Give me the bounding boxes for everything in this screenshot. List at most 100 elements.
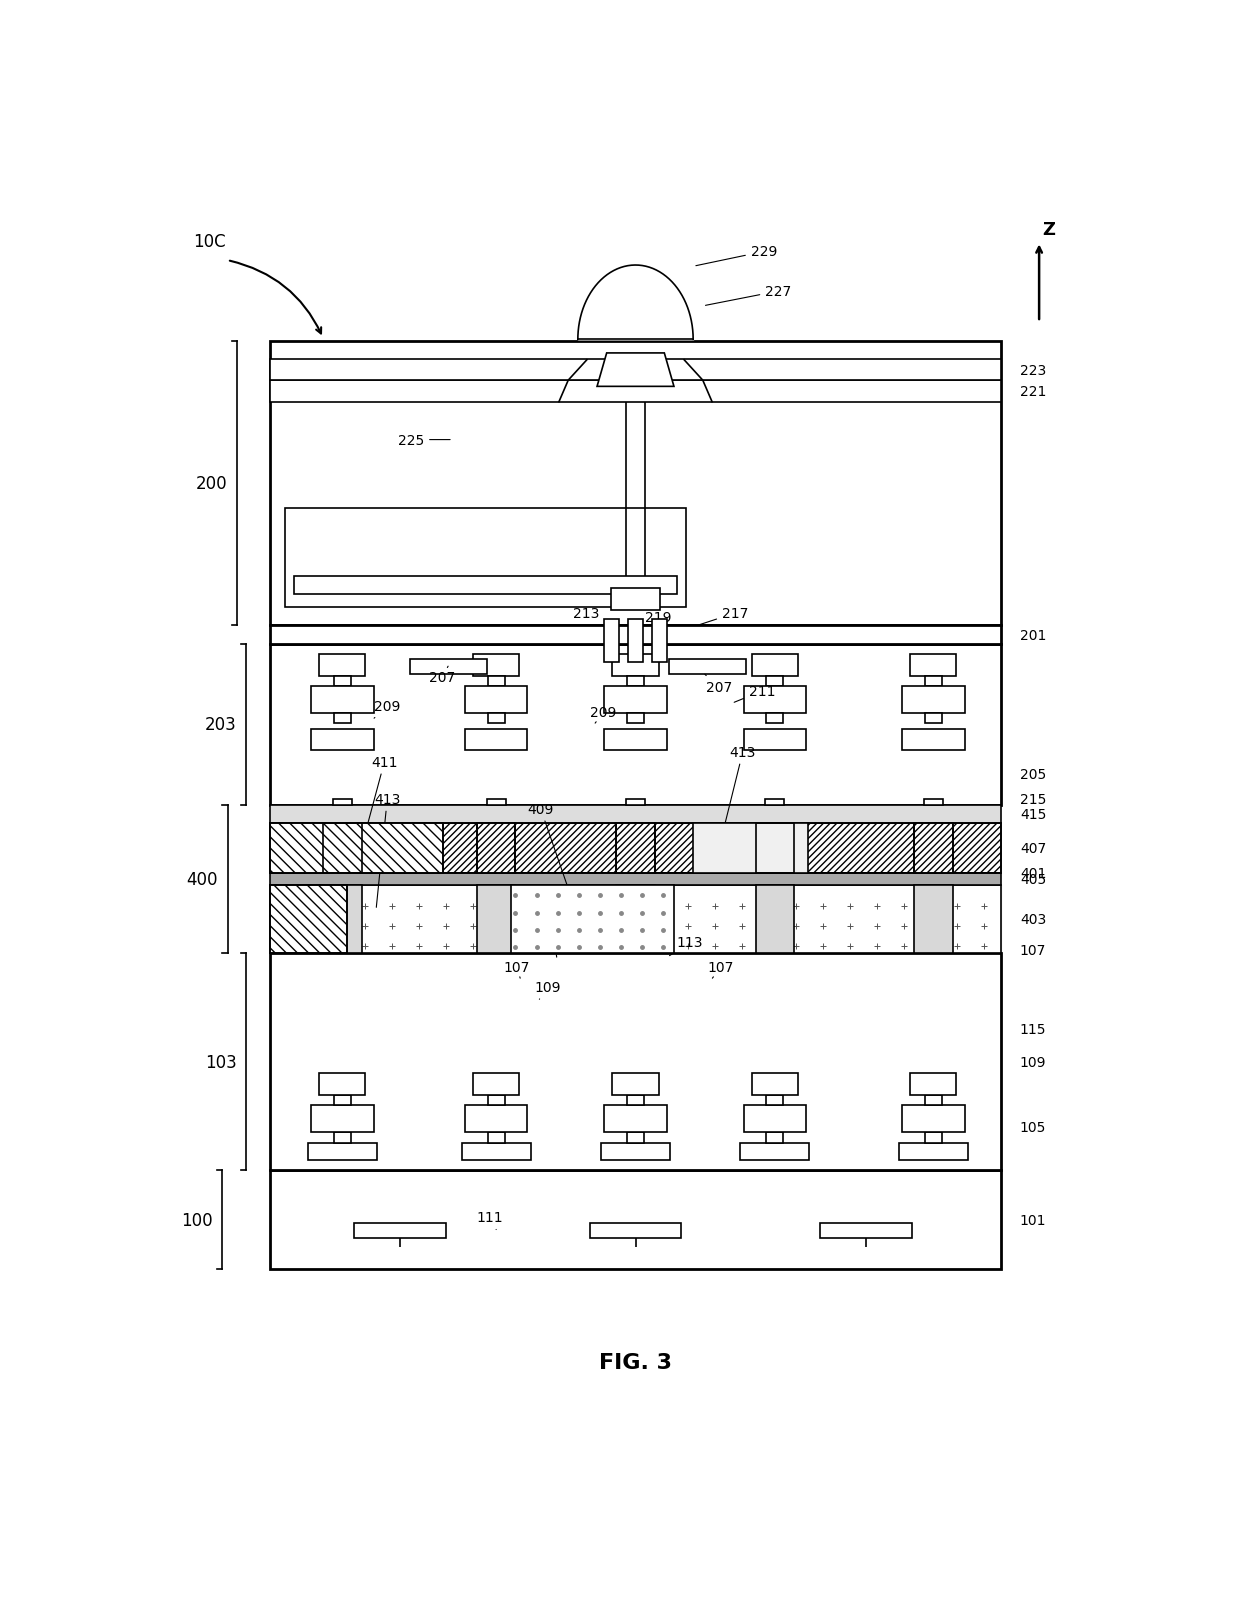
Polygon shape (596, 354, 675, 387)
Bar (693, 824, 808, 874)
Bar (487, 1133, 505, 1143)
Bar (914, 885, 952, 955)
Text: 403: 403 (1019, 913, 1047, 927)
Bar (627, 1094, 644, 1106)
Text: 107: 107 (708, 961, 734, 979)
Bar (604, 730, 667, 750)
Text: 400: 400 (186, 871, 217, 889)
Bar (487, 677, 505, 686)
Bar (477, 824, 516, 874)
Bar (627, 714, 644, 723)
Bar (627, 1133, 644, 1143)
Bar (924, 799, 944, 805)
Bar (744, 1106, 806, 1133)
Bar (355, 1223, 445, 1239)
Bar (616, 824, 655, 874)
Bar (308, 1143, 377, 1160)
Bar (611, 588, 660, 611)
Text: 113: 113 (542, 935, 568, 958)
Bar (270, 625, 1001, 644)
Text: 111: 111 (477, 1210, 503, 1229)
Bar (821, 1223, 911, 1239)
Bar (334, 1094, 351, 1106)
Bar (334, 714, 351, 723)
Bar (487, 714, 505, 723)
Bar (270, 381, 1001, 403)
Bar (270, 805, 1001, 824)
Text: 100: 100 (181, 1212, 213, 1229)
Text: 207: 207 (429, 667, 455, 685)
Bar (324, 824, 362, 874)
Bar (910, 1073, 956, 1094)
Text: 413: 413 (374, 792, 401, 908)
Bar (670, 659, 746, 675)
Bar (487, 1094, 505, 1106)
Bar (270, 955, 1001, 1170)
Bar (744, 730, 806, 750)
Text: 213: 213 (573, 606, 599, 632)
Bar (766, 714, 784, 723)
Bar (465, 1106, 527, 1133)
Bar (311, 1106, 373, 1133)
Bar (474, 1073, 520, 1094)
Bar (486, 799, 506, 805)
Bar (311, 686, 373, 714)
Text: 209: 209 (590, 705, 616, 723)
Bar (320, 1073, 366, 1094)
Bar (910, 654, 956, 677)
Bar (461, 1143, 531, 1160)
Bar (270, 824, 444, 874)
Bar (270, 824, 1001, 874)
Text: 211: 211 (734, 685, 775, 702)
Text: 217: 217 (682, 606, 749, 632)
Bar (914, 824, 952, 874)
Bar (925, 1094, 942, 1106)
Bar (740, 1143, 810, 1160)
Text: 413: 413 (723, 746, 756, 834)
Text: 411: 411 (366, 755, 398, 834)
Text: FIG. 3: FIG. 3 (599, 1351, 672, 1372)
Bar (270, 1170, 1001, 1270)
Text: 109: 109 (1019, 1056, 1047, 1069)
Text: 401: 401 (1019, 866, 1047, 881)
Bar (604, 1106, 667, 1133)
Bar (765, 799, 785, 805)
Bar (324, 824, 362, 874)
Bar (903, 730, 965, 750)
Bar (766, 1094, 784, 1106)
Bar (270, 360, 1001, 381)
Bar (604, 620, 619, 664)
Text: 221: 221 (1019, 386, 1047, 399)
Bar (751, 1073, 797, 1094)
Bar (626, 799, 645, 805)
Bar (270, 824, 444, 874)
Bar (899, 1143, 968, 1160)
Text: 409: 409 (527, 802, 577, 914)
Bar (270, 885, 347, 955)
Text: 113: 113 (670, 935, 703, 956)
Bar (601, 1143, 670, 1160)
Text: 201: 201 (1019, 628, 1047, 643)
Bar (766, 677, 784, 686)
Bar (744, 686, 806, 714)
Bar (334, 677, 351, 686)
Bar (270, 341, 1001, 625)
Bar (409, 659, 486, 675)
Text: 405: 405 (1019, 873, 1047, 887)
Bar (652, 620, 667, 664)
Bar (925, 677, 942, 686)
Bar (285, 508, 687, 607)
Bar (474, 654, 520, 677)
Bar (925, 1133, 942, 1143)
Bar (465, 730, 527, 750)
Bar (270, 644, 1001, 805)
Bar (751, 654, 797, 677)
Bar (477, 885, 516, 955)
Bar (627, 620, 644, 664)
Bar (755, 885, 794, 955)
Bar (925, 714, 942, 723)
Bar (270, 885, 1001, 955)
Bar (903, 1106, 965, 1133)
Bar (590, 1223, 681, 1239)
Bar (320, 654, 366, 677)
